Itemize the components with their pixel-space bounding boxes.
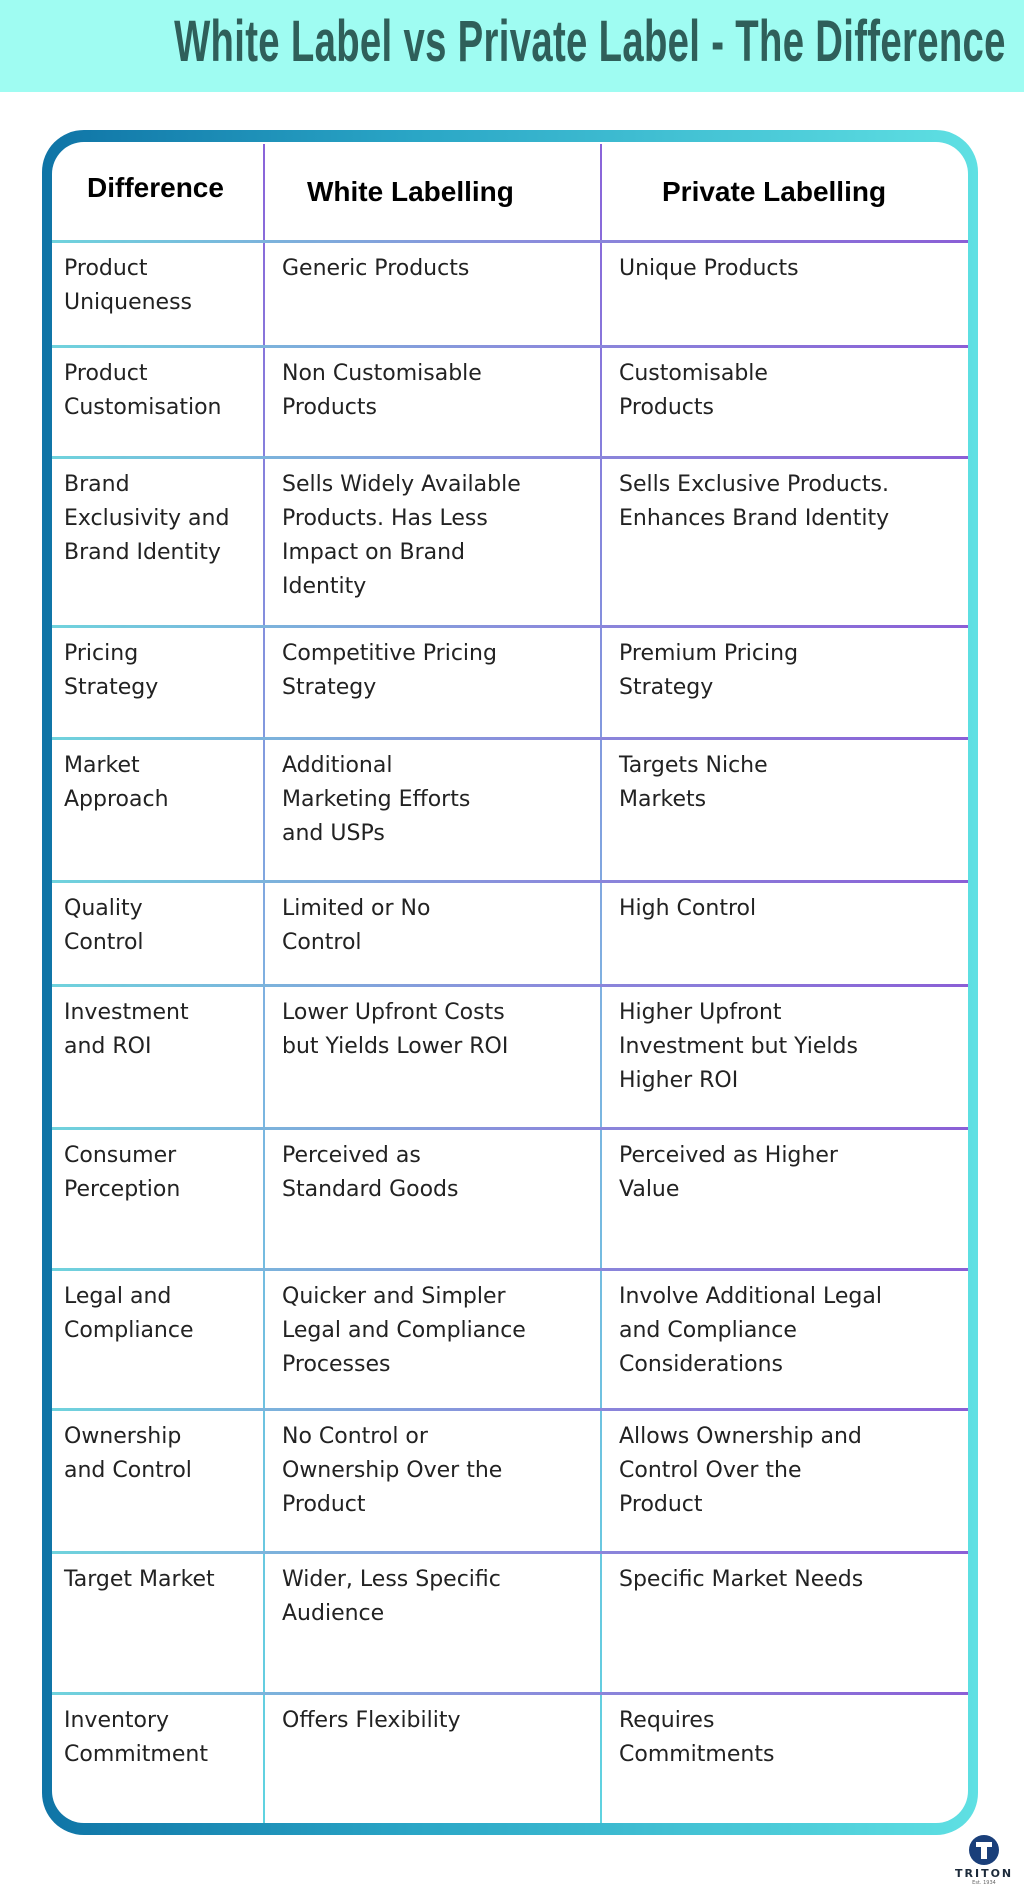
comparison-table-frame: Difference White Labelling Private Labelli…	[42, 130, 978, 1835]
table-cell: Premium Pricing Strategy	[619, 641, 799, 700]
table-cell: Offers Flexibility	[282, 1708, 461, 1733]
table-cell: Specific Market Needs	[619, 1567, 864, 1592]
row-divider	[52, 984, 968, 987]
table-cell: Perceived as Standard Goods	[282, 1143, 459, 1202]
table-cell: High Control	[619, 896, 757, 921]
triton-t-logo-icon	[969, 1835, 999, 1865]
row-divider	[52, 240, 968, 243]
title-banner: White Label vs Private Label - The Diffe…	[0, 0, 1024, 92]
column-divider	[600, 144, 602, 1823]
table-cell: Ownership and Control	[64, 1424, 192, 1483]
table-cell: Generic Products	[282, 256, 470, 281]
column-header: Private Labelling	[662, 176, 887, 207]
comparison-table: Difference White Labelling Private Labelli…	[52, 142, 968, 1823]
table-cell: Non Customisable Products	[282, 361, 482, 420]
table-cell: No Control or Ownership Over the Product	[282, 1424, 503, 1517]
table-cell: Wider, Less Specific Audience	[282, 1567, 501, 1626]
table-cell: Requires Commitments	[619, 1708, 775, 1767]
table-cell: Competitive Pricing Strategy	[282, 641, 497, 700]
table-cell: Target Market	[64, 1567, 215, 1592]
table-cell: Lower Upfront Costs but Yields Lower ROI	[282, 1000, 509, 1059]
row-divider	[52, 1127, 968, 1130]
row-divider	[52, 1692, 968, 1695]
row-divider	[52, 456, 968, 459]
table-cell: Allows Ownership and Control Over the Pr…	[619, 1424, 862, 1517]
table-cell: Market Approach	[64, 753, 169, 812]
row-divider	[52, 1551, 968, 1554]
table-cell: Sells Exclusive Products. Enhances Brand…	[619, 472, 890, 531]
row-divider	[52, 345, 968, 348]
table-cell: Targets Niche Markets	[619, 753, 768, 812]
page-title: White Label vs Private Label - The Diffe…	[174, 9, 1006, 74]
table-cell: Unique Products	[619, 256, 799, 281]
table-cell: Limited or No Control	[282, 896, 431, 955]
row-divider	[52, 1408, 968, 1411]
table-cell: Quality Control	[64, 896, 144, 955]
row-divider	[52, 737, 968, 740]
table-cell: Sells Widely Available Products. Has Les…	[282, 472, 521, 599]
table-cell: Consumer Perception	[64, 1143, 181, 1202]
table-cell: Additional Marketing Efforts and USPs	[282, 753, 471, 846]
logo-tagline: Est. 1934	[972, 1880, 996, 1886]
column-divider	[263, 144, 265, 1823]
table-cell: Quicker and Simpler Legal and Compliance…	[282, 1284, 526, 1377]
table-cell: Involve Additional Legal and Compliance …	[619, 1284, 882, 1377]
table-cell: Product Uniqueness	[64, 256, 193, 315]
table-cell: Brand Exclusivity and Brand Identity	[64, 472, 230, 565]
column-header: White Labelling	[307, 176, 514, 207]
row-divider	[52, 880, 968, 883]
table-cell: Pricing Strategy	[64, 641, 159, 700]
table-cell: Inventory Commitment	[64, 1708, 208, 1767]
table-cell: Perceived as Higher Value	[619, 1143, 838, 1202]
table-cell: Investment and ROI	[64, 1000, 189, 1059]
table-cell: Legal and Compliance	[64, 1284, 194, 1343]
column-header: Difference	[87, 172, 224, 203]
logo-name: TRITON	[955, 1867, 1014, 1880]
table-cell: Product Customisation	[64, 361, 222, 420]
row-divider	[52, 625, 968, 628]
table-cell: Higher Upfront Investment but Yields Hig…	[619, 1000, 858, 1093]
triton-logo: TRITON Est. 1934	[955, 1835, 1013, 1886]
row-divider	[52, 1268, 968, 1271]
table-cell: Customisable Products	[619, 361, 768, 420]
